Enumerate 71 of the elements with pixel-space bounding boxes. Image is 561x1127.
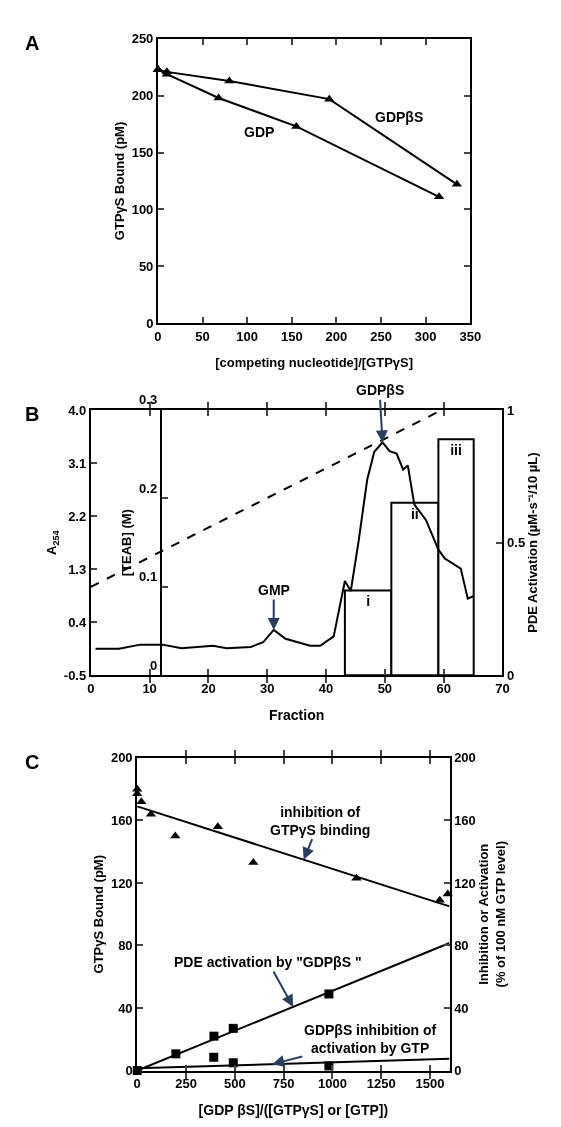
- x-tick-label: 50: [195, 328, 210, 344]
- y2-tick-label: 200: [454, 750, 476, 766]
- annotation: PDE activation by "GDPβS ": [174, 954, 362, 970]
- y-tick-label: 160: [110, 812, 133, 828]
- annotation: inhibition of GTPγS binding: [270, 804, 371, 839]
- y2-tick-label: 0.3: [139, 392, 158, 408]
- chart-title: A: [25, 32, 40, 54]
- annotation: GDPβS inhibition of activation by GTP: [304, 1022, 437, 1057]
- y2-axis-title: Inhibition or Activation (% of 100 nM GTP level): [475, 841, 508, 988]
- series-label: GDPβS: [375, 109, 424, 125]
- y-tick-label: 3.1: [68, 455, 87, 471]
- y3-tick-label: 0: [507, 667, 515, 683]
- y2-tick-label: 40: [454, 1000, 469, 1016]
- y-tick-label: 100: [131, 201, 154, 217]
- x-tick-label: 40: [318, 680, 334, 696]
- data-label: iii: [450, 442, 462, 459]
- x-tick-label: 30: [260, 680, 275, 696]
- x-tick-label: 70: [495, 680, 510, 696]
- series-label: GDP: [244, 124, 275, 140]
- x-tick-label: 750: [272, 1076, 295, 1092]
- data-label: ii: [410, 505, 419, 522]
- x-tick-label: 1500: [415, 1076, 445, 1092]
- y-tick-label: 2.2: [68, 508, 87, 524]
- y-tick-label: 150: [131, 145, 154, 161]
- x-tick-label: 1250: [366, 1076, 396, 1092]
- x-axis-title: [GDP βS]/([GTPγS] or [GTP]): [198, 1101, 389, 1118]
- y-tick-label: 0: [125, 1063, 133, 1079]
- y-tick-label: 0: [146, 315, 154, 331]
- y2-tick-label: 120: [454, 875, 476, 891]
- y-tick-label: 200: [131, 88, 154, 104]
- x-tick-label: 300: [414, 328, 437, 344]
- y-tick-label: 200: [110, 750, 133, 766]
- y-tick-label: 0.4: [68, 614, 87, 630]
- y2-tick-label: 160: [454, 812, 476, 828]
- x-tick-label: 100: [236, 328, 259, 344]
- x-tick-label: 150: [280, 328, 303, 344]
- x-tick-label: 350: [459, 328, 482, 344]
- x-tick-label: 200: [325, 328, 348, 344]
- y-axis-title: GTPγS Bound (pM): [91, 855, 107, 974]
- x-axis-title: Fraction: [269, 706, 325, 723]
- y-tick-label: 1.3: [68, 561, 87, 577]
- x-tick-label: 500: [223, 1076, 246, 1092]
- y3-tick-label: 0.5: [507, 535, 526, 551]
- x-tick-label: 60: [436, 680, 451, 696]
- y-tick-label: -0.5: [63, 667, 87, 683]
- y-tick-label: 250: [131, 31, 154, 47]
- y-tick-label: 4.0: [68, 402, 87, 418]
- y2-tick-label: 0.2: [139, 480, 158, 496]
- y-axis-title: GTPγS Bound (pM): [112, 121, 128, 241]
- y-tick-label: 120: [110, 875, 133, 891]
- x-axis-title: [competing nucleotide]/[GTPγS]: [215, 354, 414, 370]
- y2-tick-label: 0.1: [139, 569, 158, 585]
- y-tick-label: 40: [118, 1000, 133, 1016]
- y2-tick-label: 80: [454, 938, 469, 954]
- chart-title: C: [25, 751, 40, 773]
- y-tick-label: 80: [118, 938, 133, 954]
- x-tick-label: 250: [370, 328, 392, 344]
- x-tick-label: 20: [201, 680, 216, 696]
- y3-tick-label: 1: [507, 402, 515, 418]
- y2-tick-label: 0: [454, 1063, 462, 1079]
- y-tick-label: 50: [138, 258, 154, 274]
- data-label: i: [366, 593, 371, 610]
- chart-title: B: [25, 403, 40, 425]
- y2-axis-title: [TEAB] (M): [118, 509, 134, 577]
- x-tick-label: 10: [142, 680, 157, 696]
- annotation: GDPβS: [356, 382, 405, 398]
- x-tick-label: 1000: [317, 1076, 347, 1092]
- x-tick-label: 50: [377, 680, 393, 696]
- x-tick-label: 250: [175, 1076, 197, 1092]
- y3-axis-title: PDE Activation (µM-s⁻¹/10 µL): [525, 452, 541, 633]
- annotation: GMP: [258, 582, 290, 598]
